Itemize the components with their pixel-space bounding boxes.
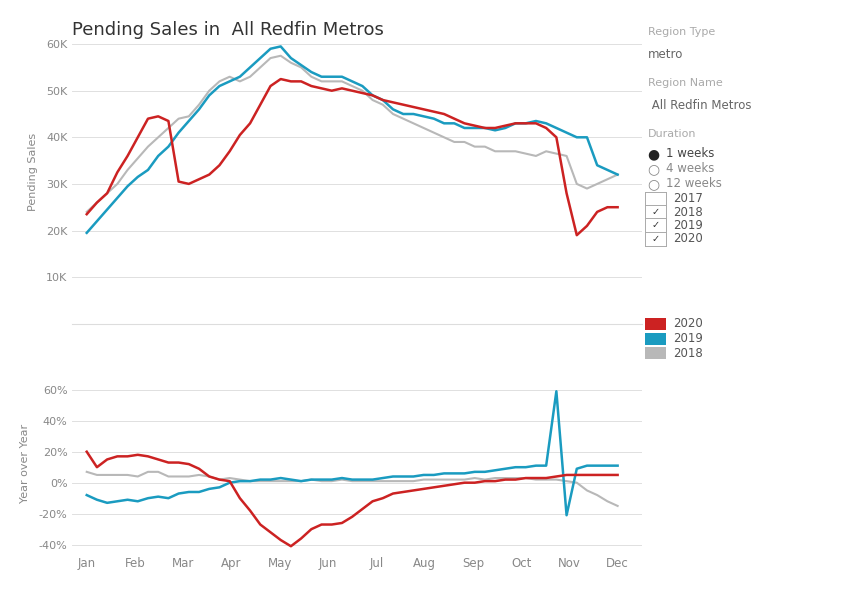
Text: ●: ●	[648, 147, 660, 162]
Text: 12 weeks: 12 weeks	[666, 177, 722, 190]
Text: 2019: 2019	[673, 219, 703, 232]
Text: 2017: 2017	[673, 192, 703, 206]
Text: 2018: 2018	[673, 206, 703, 219]
Text: 2019: 2019	[673, 332, 703, 345]
Text: metro: metro	[648, 48, 683, 61]
Text: All Redfin Metros: All Redfin Metros	[648, 99, 751, 112]
Text: ✓: ✓	[652, 220, 660, 230]
Text: 2020: 2020	[673, 232, 703, 245]
Y-axis label: Pending Sales: Pending Sales	[28, 133, 37, 211]
Text: ✓: ✓	[652, 234, 660, 244]
Text: ✓: ✓	[652, 207, 660, 217]
Text: 2018: 2018	[673, 347, 703, 360]
Text: ○: ○	[648, 177, 660, 191]
Text: 1 weeks: 1 weeks	[666, 147, 715, 160]
Text: Duration: Duration	[648, 129, 696, 140]
Text: Region Name: Region Name	[648, 78, 722, 89]
Text: Pending Sales in  All Redfin Metros: Pending Sales in All Redfin Metros	[72, 21, 384, 39]
Text: 2020: 2020	[673, 317, 703, 330]
Text: Region Type: Region Type	[648, 27, 715, 37]
Text: 4 weeks: 4 weeks	[666, 162, 715, 175]
Text: ○: ○	[648, 162, 660, 176]
Y-axis label: Year over Year: Year over Year	[20, 424, 31, 503]
